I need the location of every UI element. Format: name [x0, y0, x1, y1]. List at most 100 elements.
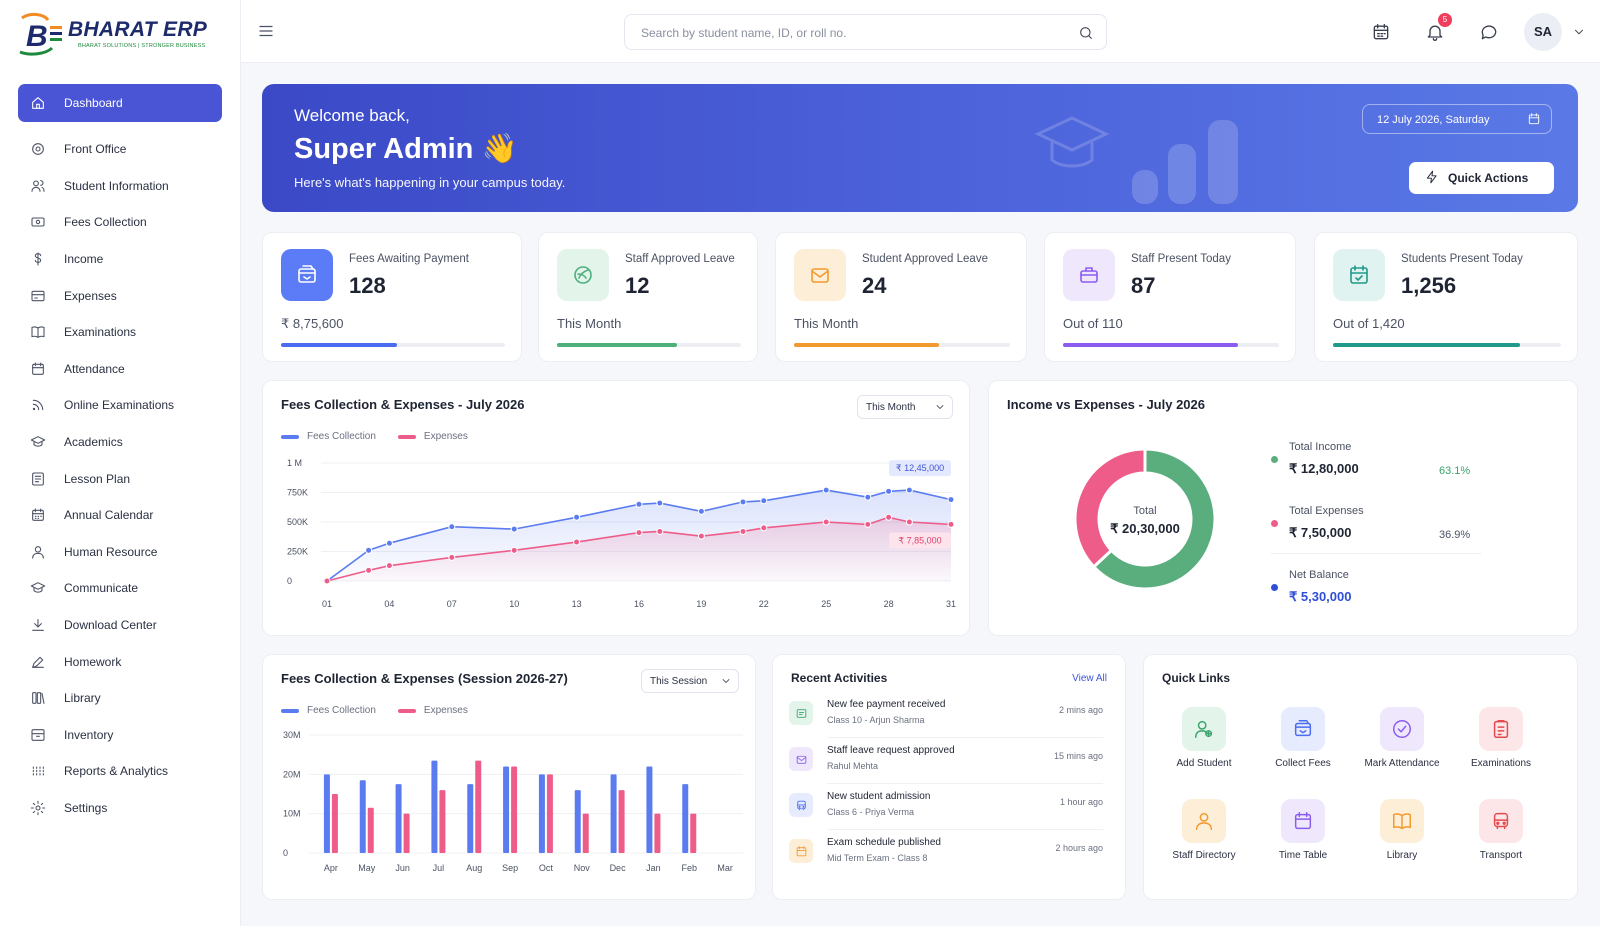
search-input[interactable]: Search by student name, ID, or roll no. [624, 14, 1107, 50]
bar[interactable] [431, 760, 438, 853]
bar[interactable] [682, 784, 689, 853]
data-point[interactable] [510, 525, 518, 533]
data-point[interactable] [365, 566, 373, 574]
bar[interactable] [646, 766, 653, 853]
bar[interactable] [610, 774, 617, 853]
data-point[interactable] [822, 486, 830, 494]
stat-card[interactable]: Fees Awaiting Payment 128 ₹ 8,75,600 [262, 232, 522, 362]
quick-link-examinations[interactable]: Examinations [1451, 707, 1551, 769]
sidebar-item-settings[interactable]: Settings [18, 790, 222, 827]
session-dropdown[interactable]: This Session [641, 669, 739, 693]
sidebar-item-front-office[interactable]: Front Office [18, 131, 222, 168]
bar[interactable] [511, 766, 518, 853]
sidebar-item-library[interactable]: Library [18, 680, 222, 717]
bar[interactable] [323, 774, 330, 853]
bar[interactable] [403, 813, 410, 853]
stat-card[interactable]: Student Approved Leave 24 This Month [775, 232, 1027, 362]
data-point[interactable] [905, 518, 913, 526]
data-point[interactable] [697, 507, 705, 515]
bar[interactable] [574, 790, 581, 853]
data-point[interactable] [385, 562, 393, 570]
data-point[interactable] [947, 520, 955, 528]
sidebar-item-academics[interactable]: Academics [18, 424, 222, 461]
stat-card[interactable]: Staff Present Today 87 Out of 110 [1044, 232, 1296, 362]
brand-logo[interactable]: B BHARAT ERP BHARAT SOLUTIONS | STRONGER… [16, 12, 216, 56]
bar[interactable] [546, 774, 553, 853]
calendar-button[interactable] [1371, 22, 1391, 42]
donut-slice[interactable] [1091, 447, 1217, 591]
view-all-link[interactable]: View All [1072, 673, 1107, 684]
data-point[interactable] [448, 523, 456, 531]
sidebar-item-dashboard[interactable]: Dashboard [18, 84, 222, 122]
activity-item[interactable]: New student admission Class 6 - Priya Ver… [789, 791, 1103, 837]
sidebar-item-homework[interactable]: Homework [18, 643, 222, 680]
data-point[interactable] [760, 497, 768, 505]
quick-link-library[interactable]: Library [1352, 799, 1452, 861]
data-point[interactable] [947, 496, 955, 504]
data-point[interactable] [864, 520, 872, 528]
profile-menu-button[interactable] [1572, 25, 1586, 39]
sidebar-item-lesson-plan[interactable]: Lesson Plan [18, 460, 222, 497]
bar[interactable] [475, 760, 482, 853]
data-point[interactable] [739, 498, 747, 506]
bar[interactable] [538, 774, 545, 853]
data-point[interactable] [656, 527, 664, 535]
data-point[interactable] [656, 499, 664, 507]
data-point[interactable] [885, 513, 893, 521]
bar[interactable] [359, 780, 366, 853]
activity-item[interactable]: New fee payment received Class 10 - Arjun… [789, 699, 1103, 745]
data-point[interactable] [864, 493, 872, 501]
data-point[interactable] [323, 577, 331, 585]
quick-link-add-student[interactable]: Add Student [1154, 707, 1254, 769]
sidebar-item-online-examinations[interactable]: Online Examinations [18, 387, 222, 424]
sidebar-item-expenses[interactable]: Expenses [18, 277, 222, 314]
data-point[interactable] [905, 486, 913, 494]
donut-slice[interactable] [1073, 447, 1147, 569]
activity-item[interactable]: Exam schedule published Mid Term Exam - C… [789, 837, 1103, 883]
bar[interactable] [467, 784, 474, 853]
data-point[interactable] [635, 529, 643, 537]
sidebar-item-income[interactable]: Income [18, 241, 222, 278]
search-icon[interactable] [1078, 25, 1094, 41]
sidebar-item-attendance[interactable]: Attendance [18, 351, 222, 388]
sidebar-item-communicate[interactable]: Communicate [18, 570, 222, 607]
quick-link-mark-attendance[interactable]: Mark Attendance [1352, 707, 1452, 769]
stat-card[interactable]: Students Present Today 1,256 Out of 1,420 [1314, 232, 1578, 362]
sidebar-item-student-information[interactable]: Student Information [18, 168, 222, 205]
messages-button[interactable] [1479, 22, 1499, 42]
quick-link-time-table[interactable]: Time Table [1253, 799, 1353, 861]
menu-toggle-button[interactable] [257, 22, 275, 40]
bar[interactable] [503, 766, 510, 853]
stat-card[interactable]: Staff Approved Leave 12 This Month [538, 232, 758, 362]
bar[interactable] [367, 807, 374, 853]
data-point[interactable] [573, 538, 581, 546]
data-point[interactable] [697, 532, 705, 540]
bar[interactable] [582, 813, 589, 853]
period-dropdown[interactable]: This Month [857, 395, 953, 419]
bar[interactable] [439, 790, 446, 853]
bar[interactable] [690, 813, 697, 853]
avatar[interactable]: SA [1524, 13, 1562, 51]
data-point[interactable] [448, 553, 456, 561]
date-picker[interactable]: 12 July 2026, Saturday [1362, 104, 1552, 134]
data-point[interactable] [885, 487, 893, 495]
data-point[interactable] [510, 546, 518, 554]
quick-link-transport[interactable]: Transport [1451, 799, 1551, 861]
data-point[interactable] [385, 539, 393, 547]
sidebar-item-download-center[interactable]: Download Center [18, 607, 222, 644]
sidebar-item-reports-analytics[interactable]: Reports & Analytics [18, 753, 222, 790]
bar[interactable] [618, 790, 625, 853]
data-point[interactable] [822, 518, 830, 526]
sidebar-item-examinations[interactable]: Examinations [18, 314, 222, 351]
data-point[interactable] [573, 513, 581, 521]
data-point[interactable] [760, 524, 768, 532]
notifications-button[interactable] [1425, 22, 1445, 42]
data-point[interactable] [635, 500, 643, 508]
data-point[interactable] [365, 546, 373, 554]
quick-actions-button[interactable]: Quick Actions [1409, 162, 1554, 194]
sidebar-item-annual-calendar[interactable]: Annual Calendar [18, 497, 222, 534]
sidebar-item-human-resource[interactable]: Human Resource [18, 534, 222, 571]
sidebar-item-inventory[interactable]: Inventory [18, 717, 222, 754]
quick-link-staff-directory[interactable]: Staff Directory [1154, 799, 1254, 861]
activity-item[interactable]: Staff leave request approved Rahul Mehta 1… [789, 745, 1103, 791]
